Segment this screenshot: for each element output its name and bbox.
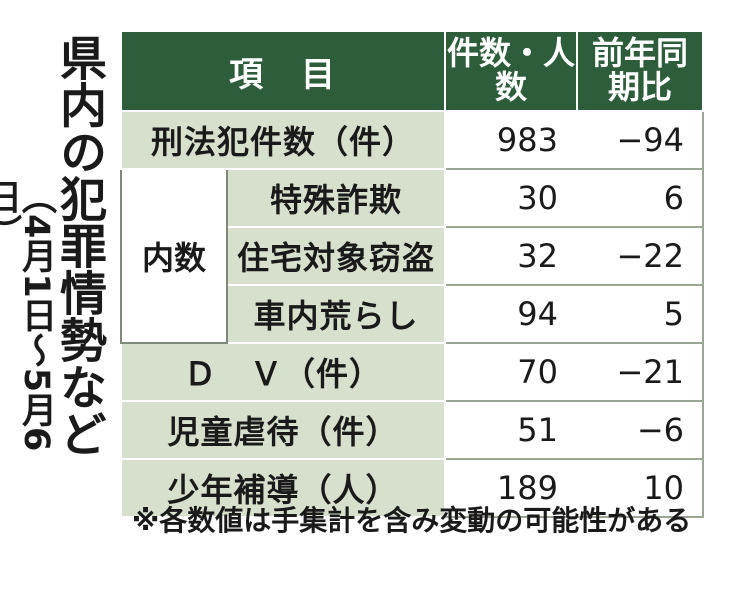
row-count: 70: [444, 342, 578, 402]
group-label: 内数: [120, 168, 228, 344]
header-row: 項 目 件数・人数 前年同期比: [120, 30, 704, 112]
row-diff: 6: [576, 168, 704, 228]
row-label: 少年補導（人）: [120, 458, 446, 518]
table-row: 車内荒らし 94 5: [121, 284, 704, 344]
row-diff: −6: [576, 400, 704, 460]
side-title: 県内の犯罪情勢など （4月1日〜5月6日）: [0, 34, 106, 494]
title-main: 県内の犯罪情勢など: [51, 34, 106, 457]
title-period: （4月1日〜5月6日）: [0, 179, 56, 452]
table-row: 少年補導（人） 189 10: [120, 458, 704, 518]
table-row: 刑法犯件数（件） 983 −94: [120, 110, 704, 170]
row-diff: −22: [576, 226, 704, 286]
row-label: 刑法犯件数（件）: [120, 110, 446, 170]
header-diff: 前年同期比: [576, 30, 704, 112]
crime-stats-table: 項 目 件数・人数 前年同期比 刑法犯件数（件） 983 −94 内数 特殊詐欺…: [120, 30, 704, 518]
footnote: ※各数値は手集計を含み変動の可能性がある: [132, 504, 692, 537]
row-diff: 5: [576, 284, 704, 344]
row-count: 32: [444, 226, 578, 286]
row-diff: 10: [576, 458, 704, 518]
row-label: 車内荒らし: [226, 284, 446, 344]
row-count: 30: [444, 168, 578, 228]
table-row: 児童虐待（件） 51 −6: [120, 400, 704, 460]
row-label: 特殊詐欺: [226, 168, 446, 228]
row-diff: −21: [576, 342, 704, 402]
row-count: 983: [444, 110, 578, 170]
row-label: Ｄ Ｖ（件）: [120, 342, 446, 402]
header-item: 項 目: [120, 30, 446, 112]
table-row: Ｄ Ｖ（件） 70 −21: [120, 342, 704, 402]
row-count: 51: [444, 400, 578, 460]
row-label: 住宅対象窃盗: [226, 226, 446, 286]
row-count: 189: [444, 458, 578, 518]
row-count: 94: [444, 284, 578, 344]
row-diff: −94: [576, 110, 704, 170]
header-count: 件数・人数: [444, 30, 578, 112]
table-row: 内数 特殊詐欺 30 6: [120, 168, 704, 344]
row-label: 児童虐待（件）: [120, 400, 446, 460]
table-row: 住宅対象窃盗 32 −22: [121, 226, 704, 286]
